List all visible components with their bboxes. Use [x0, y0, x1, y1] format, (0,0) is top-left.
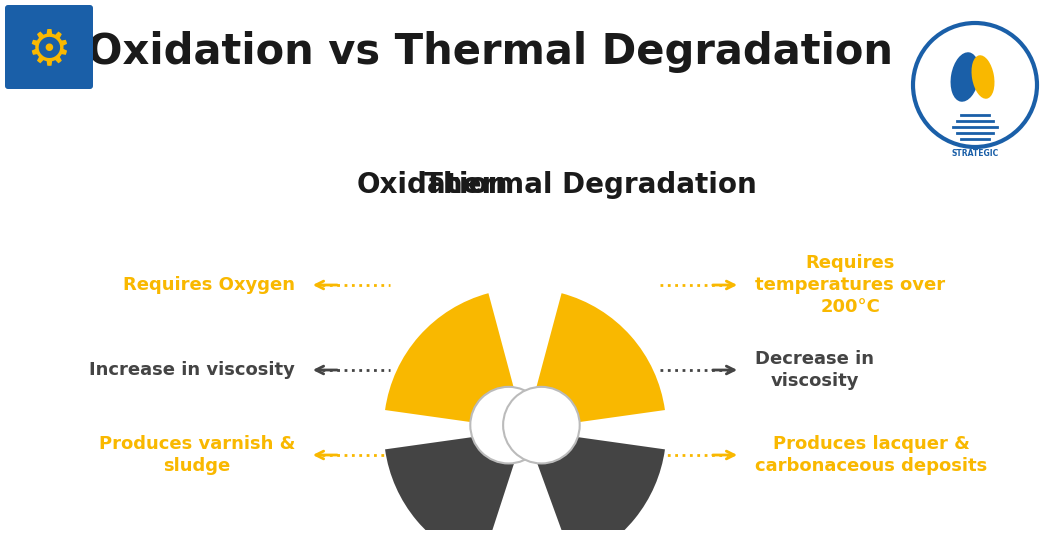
Text: STRATEGIC: STRATEGIC	[951, 148, 999, 157]
Wedge shape	[385, 293, 518, 426]
Text: Produces lacquer &
carbonaceous deposits: Produces lacquer & carbonaceous deposits	[755, 435, 987, 475]
Text: ⚙: ⚙	[26, 26, 71, 74]
Circle shape	[914, 23, 1037, 147]
Wedge shape	[532, 293, 665, 426]
Circle shape	[503, 387, 580, 464]
Text: Oxidation vs Thermal Degradation: Oxidation vs Thermal Degradation	[87, 31, 892, 73]
Ellipse shape	[950, 52, 980, 102]
Circle shape	[470, 387, 547, 464]
Text: Produces varnish &
sludge: Produces varnish & sludge	[99, 435, 295, 475]
Wedge shape	[534, 433, 665, 550]
Text: Increase in viscosity: Increase in viscosity	[89, 361, 295, 379]
Text: Decrease in
viscosity: Decrease in viscosity	[755, 350, 874, 390]
Text: Oxidation: Oxidation	[356, 171, 508, 199]
Text: Thermal Degradation: Thermal Degradation	[423, 171, 756, 199]
Text: Requires
temperatures over
200°C: Requires temperatures over 200°C	[755, 254, 945, 316]
FancyBboxPatch shape	[5, 5, 93, 89]
Wedge shape	[385, 433, 517, 550]
Ellipse shape	[971, 55, 994, 99]
Text: Requires Oxygen: Requires Oxygen	[123, 276, 295, 294]
